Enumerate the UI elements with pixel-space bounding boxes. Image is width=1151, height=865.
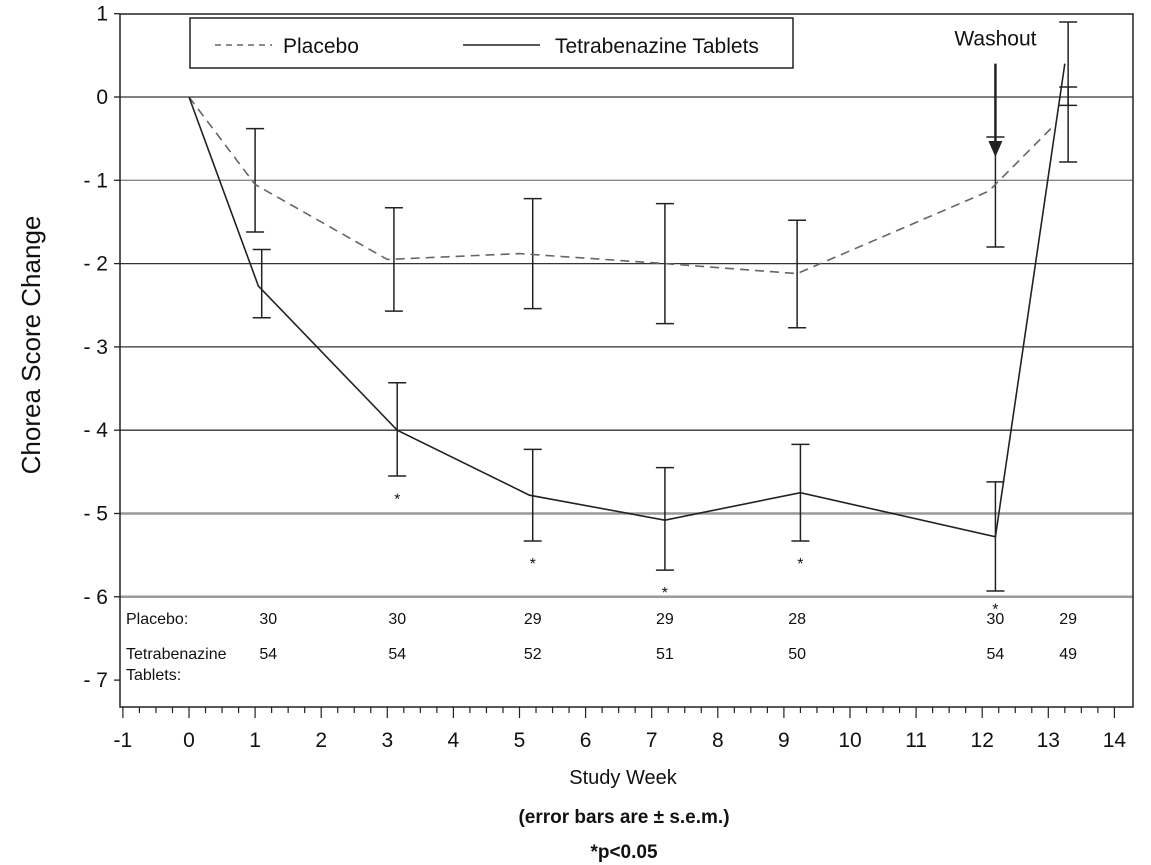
y-tick-label: - 4	[83, 419, 108, 442]
y-tick-label: 0	[96, 86, 108, 109]
x-tick-label: 3	[381, 729, 393, 752]
x-tick-label: 7	[646, 729, 658, 752]
significance-star: *	[992, 602, 998, 619]
error-bars	[246, 21, 1078, 592]
tetrabenazine-n-value: 54	[388, 646, 406, 663]
plot-frame	[119, 13, 1134, 708]
y-tick-label: - 2	[83, 253, 108, 276]
legend-tetrabenazine-label: Tetrabenazine Tablets	[555, 35, 759, 58]
gridlines	[120, 96, 1133, 599]
series-lines	[188, 63, 1066, 538]
x-tick-label: 8	[712, 729, 724, 752]
plot-border	[119, 13, 1134, 708]
y-tick-label: - 1	[83, 169, 108, 192]
note-significance: *p<0.05	[590, 842, 658, 863]
tetrabenazine-n-value: 54	[259, 646, 277, 663]
x-tick-label: 10	[838, 729, 861, 752]
significance-star: *	[797, 556, 803, 573]
placebo-n-value: 30	[259, 611, 277, 628]
x-tick-label: -1	[114, 729, 133, 752]
washout-annotation: Washout	[954, 27, 1037, 157]
significance-star: *	[530, 556, 536, 573]
placebo-line	[188, 96, 1056, 275]
significance-markers: * * * * *	[394, 492, 998, 619]
placebo-n-value: 28	[788, 611, 806, 628]
x-tick-label: 6	[580, 729, 592, 752]
legend: Placebo Tetrabenazine Tablets	[189, 17, 794, 69]
placebo-n-label: Placebo:	[126, 611, 188, 628]
tetrabenazine-n-value: 50	[788, 646, 806, 663]
x-axis-title: Study Week	[569, 767, 677, 789]
tetrabenazine-line	[188, 63, 1066, 538]
legend-box	[189, 17, 794, 69]
tetrabenazine-n-label-line2: Tablets:	[126, 667, 181, 684]
y-tick-label: - 6	[83, 586, 108, 609]
note-error-bars: (error bars are ± s.e.m.)	[518, 807, 729, 828]
y-tick-label: - 5	[83, 503, 108, 526]
tetrabenazine-n-value: 54	[987, 646, 1005, 663]
x-axis: -1 0 1 2 3 4 5 6 7 8 9 10 11 12 13 14	[114, 707, 1127, 752]
washout-label: Washout	[954, 27, 1036, 50]
x-tick-label: 11	[905, 729, 927, 752]
x-tick-label: 12	[971, 729, 994, 752]
x-tick-label: 2	[315, 729, 327, 752]
washout-arrow-head	[988, 140, 1003, 157]
legend-placebo-label: Placebo	[283, 35, 359, 58]
sample-size-table: Placebo: Tetrabenazine Tablets: 30 54 30 54…	[126, 611, 1077, 684]
x-tick-label: 0	[183, 729, 195, 752]
x-tick-label: 1	[249, 729, 261, 752]
x-tick-label: 5	[514, 729, 526, 752]
tetrabenazine-n-value: 49	[1059, 646, 1077, 663]
significance-star: *	[662, 585, 668, 602]
placebo-n-value: 29	[1059, 611, 1077, 628]
significance-star: *	[394, 492, 400, 509]
placebo-n-value: 30	[987, 611, 1005, 628]
placebo-n-value: 29	[524, 611, 542, 628]
placebo-n-value: 30	[388, 611, 406, 628]
tetrabenazine-n-label-line1: Tetrabenazine	[126, 646, 227, 663]
y-axis-title: Chorea Score Change	[16, 216, 46, 475]
y-tick-label: 1	[96, 3, 108, 26]
y-tick-label: - 3	[83, 336, 108, 359]
tetrabenazine-n-value: 52	[524, 646, 542, 663]
x-tick-label: 9	[778, 729, 790, 752]
x-tick-label: 4	[448, 729, 460, 752]
placebo-n-value: 29	[656, 611, 674, 628]
x-tick-label: 13	[1037, 729, 1060, 752]
x-tick-label: 14	[1103, 729, 1127, 752]
tetrabenazine-n-value: 51	[656, 646, 674, 663]
y-tick-label: - 7	[83, 669, 108, 692]
y-axis: 1 0 - 1 - 2 - 3 - 4 - 5 - 6 - 7	[83, 3, 120, 692]
